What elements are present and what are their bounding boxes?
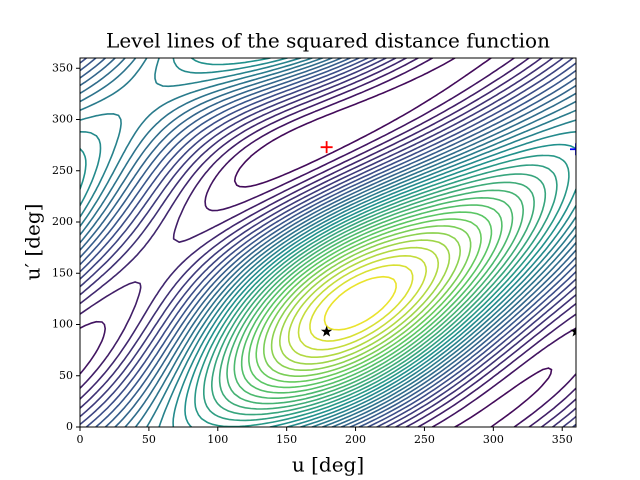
contour-line [80,58,576,427]
y-tick-label: 50 [59,369,73,382]
contour-line [80,58,576,427]
y-axis-label: u′ [deg] [21,204,45,281]
plus-marker [320,141,333,154]
y-tick-label: 300 [52,113,73,126]
contour-line [279,239,451,365]
markers [320,141,576,337]
chart-title: Level lines of the squared distance func… [106,29,550,53]
contour-line [240,204,503,394]
contour-line [80,58,576,427]
contour-line [203,164,558,422]
contour-line [80,58,576,427]
contour-line [218,181,535,410]
y-tick-label: 100 [52,318,73,331]
contour-line [211,173,547,416]
star-marker [320,325,333,337]
contour-line [297,255,427,351]
contour-line [309,264,414,342]
contour-line [248,211,493,389]
contour-line [270,232,461,371]
x-tick-label: 100 [207,433,228,446]
contour-lines [80,58,576,427]
contour-line [80,58,576,427]
x-tick-label: 0 [77,433,84,446]
x-tick-label: 250 [414,433,435,446]
contour-line [287,246,440,358]
contour-line [255,218,482,383]
y-tick-label: 0 [66,420,73,433]
contour-line [80,58,576,427]
contour-line [80,58,576,427]
x-tick-label: 200 [345,433,366,446]
contour-line [80,58,576,427]
y-tick-label: 250 [52,164,73,177]
contour-line [233,58,553,427]
y-tick-label: 350 [52,61,73,74]
x-axis-label: u [deg] [292,453,364,477]
contour-line [226,189,524,405]
x-tick-label: 300 [483,433,504,446]
contour-line [263,225,472,377]
contour-line [233,197,514,399]
contour-line [80,58,576,427]
y-tick-label: 200 [52,215,73,228]
contour-line [80,58,576,427]
contour-line [80,58,576,427]
x-tick-label: 350 [552,433,573,446]
x-tick-label: 50 [142,433,156,446]
contour-line [80,58,576,427]
plus-marker [570,143,576,156]
contour-line [194,154,570,427]
star-marker [570,325,576,337]
x-tick-label: 150 [276,433,297,446]
plot-frame [79,57,577,428]
contour-line [80,58,576,427]
contour-line [323,275,397,331]
contour-line [80,58,576,427]
y-tick-label: 150 [52,266,73,279]
